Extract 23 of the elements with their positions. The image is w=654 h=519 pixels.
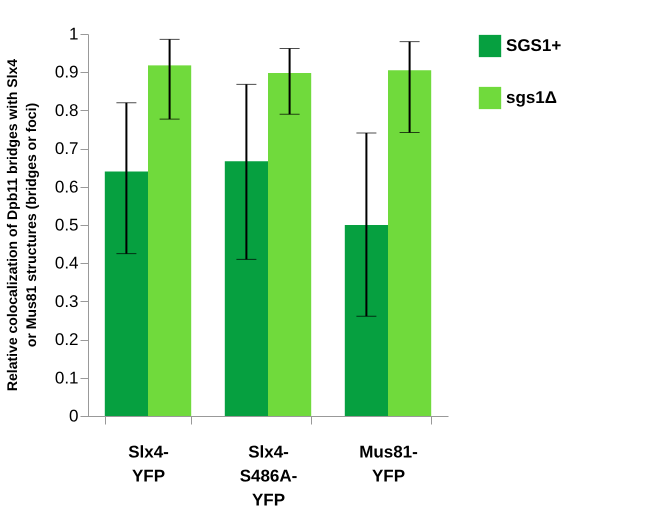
bar xyxy=(344,225,388,416)
y-axis-title: Relative colocalization of Dpb11 bridges with Slx4 or Mus81 structures (bridges or foci) xyxy=(4,58,39,392)
y-tick-label: 0.3 xyxy=(54,292,78,311)
y-tick-label: 0.8 xyxy=(54,100,78,120)
y-tick-label: 0.2 xyxy=(54,330,78,350)
bar xyxy=(104,172,148,416)
bar xyxy=(388,70,432,416)
y-tick-label: 1 xyxy=(69,24,78,44)
x-tick-label: Slx4- YFP xyxy=(128,442,169,486)
x-tick-label: Slx4- S486A- YFP xyxy=(240,442,298,510)
y-tick-label: 0.4 xyxy=(54,254,78,273)
y-tick-label: 0.9 xyxy=(54,62,78,82)
y-tick-label: 0.6 xyxy=(54,177,78,196)
bar xyxy=(148,65,192,416)
y-tick-label: 0 xyxy=(69,406,78,426)
legend-label: SGS1+ xyxy=(506,36,562,55)
y-tick-label: 0.1 xyxy=(54,368,78,388)
legend-label: sgs1Δ xyxy=(506,88,557,107)
bar xyxy=(268,72,312,416)
y-tick-label: 0.7 xyxy=(54,139,78,158)
x-tick-label: Mus81- YFP xyxy=(359,442,418,486)
y-tick-label: 0.5 xyxy=(54,216,78,234)
bar xyxy=(224,161,268,416)
